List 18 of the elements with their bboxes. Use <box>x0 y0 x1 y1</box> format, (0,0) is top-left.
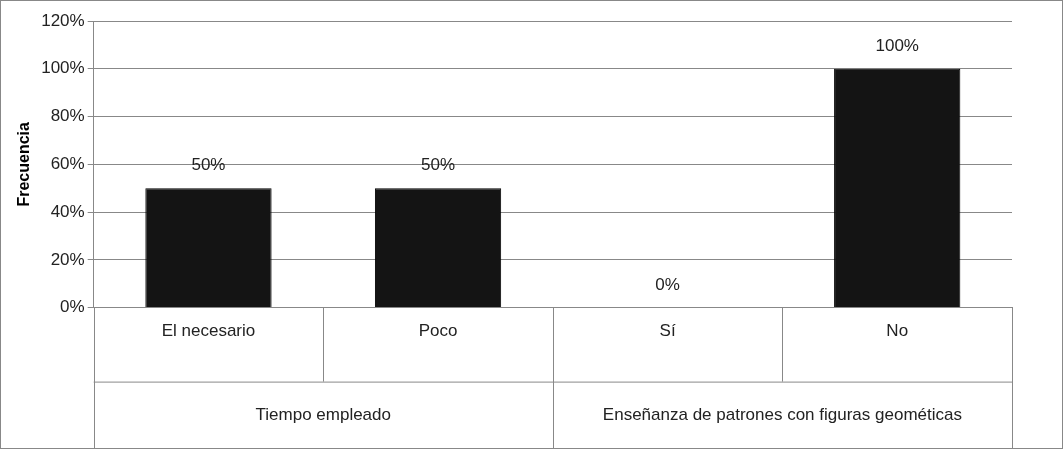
x-tick-label: Sí <box>659 321 676 341</box>
y-tick-label: 120% <box>41 10 85 30</box>
y-tick-label: 20% <box>50 249 85 269</box>
data-label: 50% <box>421 155 456 175</box>
y-tick-label: 40% <box>50 201 85 221</box>
data-label: 0% <box>655 274 680 294</box>
y-axis-title: Frecuencia <box>15 121 33 207</box>
data-label: 50% <box>191 155 226 175</box>
y-tick-label: 0% <box>60 297 85 317</box>
text: Enseñanza de patrones con figuras geométicas <box>602 405 962 425</box>
y-tick-label: 100% <box>41 58 85 78</box>
y-tick-label: 80% <box>50 106 85 126</box>
data-label: 100% <box>875 35 919 55</box>
x-tick-label: No <box>886 321 909 341</box>
x-tick-label: Poco <box>418 321 458 341</box>
y-tick-label: 60% <box>50 153 85 173</box>
x-tick-label: El necesario <box>161 321 256 341</box>
text: Tiempo empleado <box>255 405 391 425</box>
